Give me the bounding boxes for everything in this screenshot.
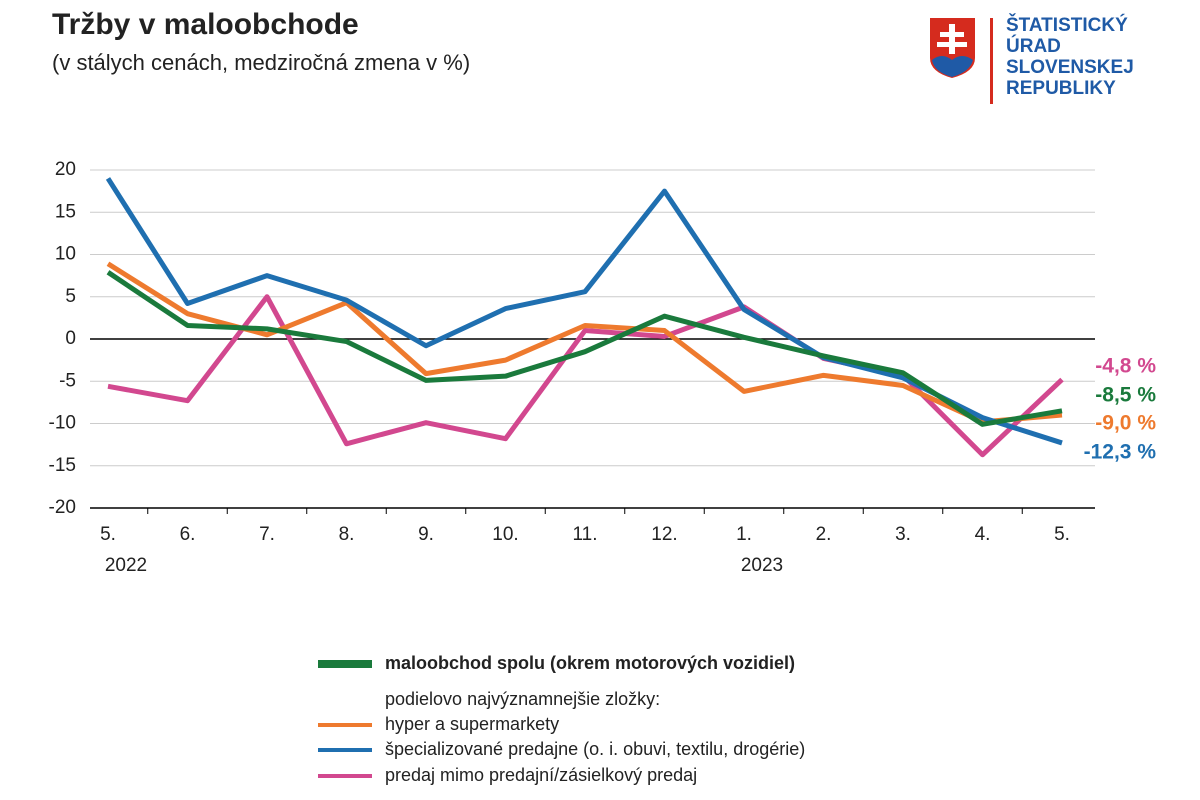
y-tick-label: -15	[49, 455, 76, 476]
y-tick-label: 5	[65, 286, 76, 307]
x-tick-label: 6.	[180, 524, 196, 545]
x-tick-label: 1.	[736, 524, 752, 545]
series-line	[105, 177, 1063, 446]
series-line	[106, 261, 1063, 425]
x-tick-label: 5.	[100, 524, 116, 545]
logo-text: ÚRAD	[1006, 35, 1061, 57]
x-tick-label: 11.	[572, 524, 597, 545]
logo-text: ŠTATISTICKÝ	[1006, 14, 1128, 36]
legend-label: hyper a supermarkety	[385, 714, 559, 734]
x-tick-label: 9.	[418, 524, 434, 545]
value-label: -4,8 %	[1095, 355, 1156, 378]
x-group-label: 2023	[741, 555, 783, 576]
x-tick-label: 2.	[816, 524, 832, 545]
y-tick-label: -20	[49, 497, 76, 518]
legend-subtitle: podielovo najvýznamnejšie zložky:	[385, 689, 660, 709]
x-tick-label: 3.	[895, 524, 911, 545]
legend-label: predaj mimo predajní/zásielkový predaj	[385, 765, 697, 785]
x-tick-label: 7.	[259, 524, 275, 545]
logo-text: REPUBLIKY	[1006, 78, 1116, 99]
logo	[930, 18, 993, 104]
x-tick-label: 10.	[492, 524, 518, 545]
x-tick-label: 12.	[651, 524, 677, 545]
value-label: -12,3 %	[1084, 441, 1157, 464]
value-label: -9,0 %	[1095, 412, 1156, 435]
chart-subtitle: (v stálych cenách, medziročná zmena v %)	[52, 50, 470, 75]
y-tick-label: 15	[55, 201, 76, 222]
y-tick-label: 0	[65, 328, 76, 349]
series-line	[106, 270, 1063, 427]
y-tick-label: 20	[55, 159, 76, 180]
x-tick-label: 4.	[975, 524, 991, 545]
x-group-label: 2022	[105, 555, 147, 576]
series-line	[107, 294, 1064, 458]
logo-text: SLOVENSKEJ	[1006, 57, 1134, 78]
chart-title: Tržby v maloobchode	[52, 8, 359, 41]
y-tick-label: -5	[59, 370, 76, 391]
x-tick-label: 5.	[1054, 524, 1070, 545]
x-tick-label: 8.	[339, 524, 355, 545]
legend-label: špecializované predajne (o. i. obuvi, te…	[385, 739, 805, 759]
y-tick-label: -10	[49, 413, 76, 434]
y-tick-label: 10	[55, 244, 76, 265]
value-label: -8,5 %	[1095, 384, 1156, 407]
legend-label: maloobchod spolu (okrem motorových vozid…	[385, 653, 795, 673]
